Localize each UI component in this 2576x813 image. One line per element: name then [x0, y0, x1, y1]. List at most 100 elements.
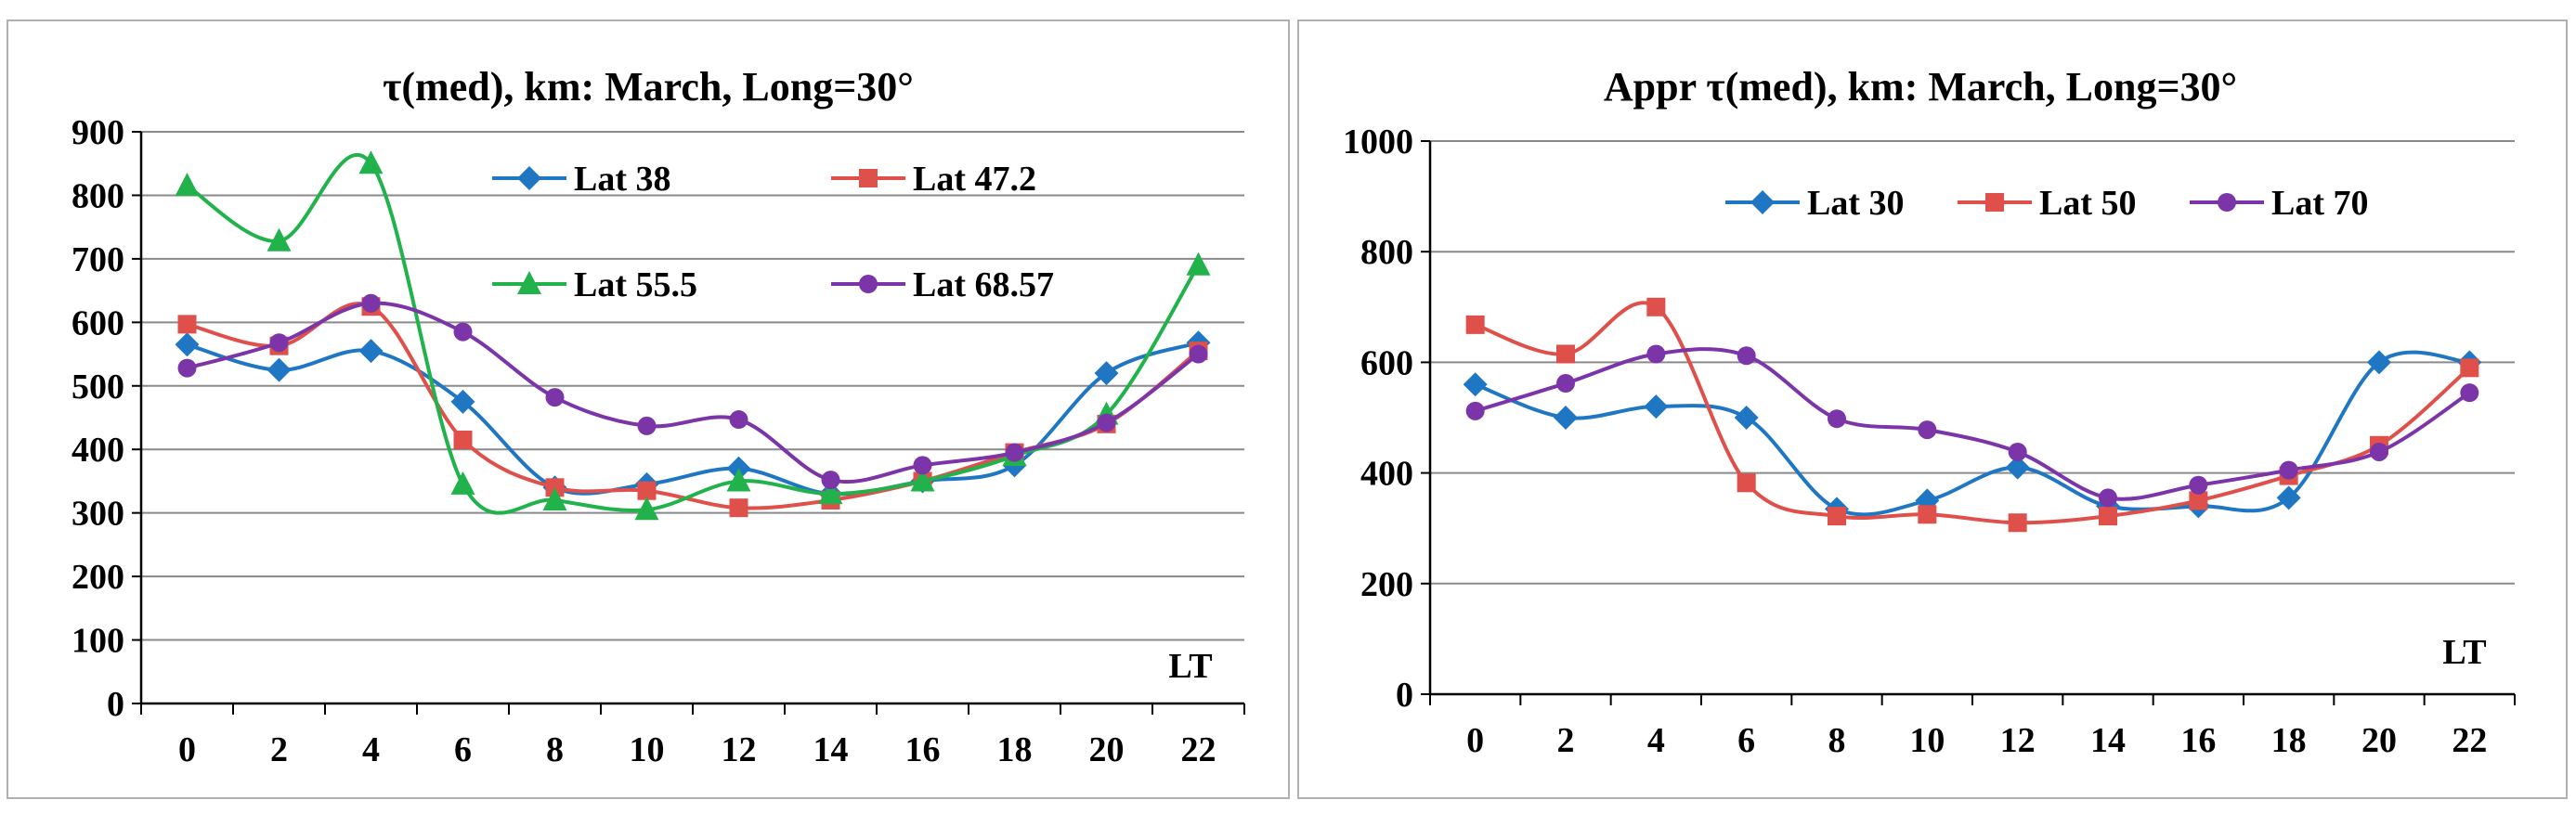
y-tick-label: 900	[72, 113, 124, 152]
y-tick-label: 400	[72, 431, 124, 470]
data-point	[1556, 344, 1575, 364]
data-point	[1737, 346, 1756, 366]
x-tick-label: 20	[2361, 721, 2397, 760]
x-tick-label: 4	[1647, 721, 1665, 760]
data-point	[1646, 297, 1666, 316]
data-point	[1734, 406, 1759, 430]
data-point	[2276, 485, 2301, 510]
data-point	[910, 468, 935, 492]
x-tick-label: 8	[1828, 721, 1846, 760]
data-point	[2189, 475, 2208, 495]
legend-marker	[517, 271, 541, 294]
x-tick-label: 14	[2090, 721, 2126, 760]
data-point	[1463, 372, 1488, 397]
chart-appr-tau-med: Appr τ(med), km: March, Long=30° 0200400…	[1297, 19, 2568, 799]
y-tick-label: 600	[72, 303, 124, 342]
data-point	[175, 332, 200, 357]
y-tick-label: 500	[72, 368, 124, 406]
data-point	[1644, 394, 1669, 419]
data-point	[1646, 344, 1666, 364]
x-tick-label: 14	[813, 730, 849, 769]
x-tick-label: 2	[1557, 721, 1575, 760]
x-tick-label: 12	[2000, 721, 2036, 760]
x-tick-label: 22	[2452, 721, 2487, 760]
data-point	[2099, 488, 2117, 508]
data-point	[2099, 507, 2117, 526]
data-point	[1186, 252, 1211, 276]
y-tick-label: 700	[72, 240, 124, 279]
chart-border	[7, 19, 1290, 799]
data-point	[2005, 455, 2030, 480]
data-point	[358, 150, 384, 174]
x-tick-label: 0	[1466, 721, 1484, 760]
data-point	[1918, 505, 1937, 524]
legend-marker	[517, 166, 541, 190]
data-point	[2370, 442, 2388, 461]
data-point	[267, 357, 292, 382]
data-point	[269, 333, 289, 353]
x-tick-label: 2	[270, 730, 288, 769]
data-point	[361, 293, 381, 313]
data-point	[726, 468, 751, 492]
data-point	[450, 389, 475, 414]
data-point	[2279, 460, 2298, 480]
x-tick-label: 4	[362, 730, 380, 769]
data-point	[1097, 413, 1116, 432]
series-line	[1475, 347, 2471, 501]
y-tick-label: 1000	[1343, 123, 1413, 161]
data-point	[729, 410, 748, 430]
x-tick-label: 8	[546, 730, 564, 769]
legend-marker	[859, 169, 878, 187]
y-tick-label: 100	[72, 622, 124, 661]
x-tick-label: 20	[1089, 730, 1125, 769]
x-tick-label: 16	[905, 730, 941, 769]
data-point	[2008, 442, 2027, 461]
data-point	[2008, 513, 2027, 533]
data-point	[450, 471, 475, 495]
x-tick-label: 10	[1909, 721, 1945, 760]
y-tick-label: 600	[1360, 343, 1413, 382]
legend-label: Lat 68.57	[913, 265, 1054, 304]
data-point	[1465, 401, 1485, 420]
data-point	[2460, 358, 2479, 378]
x-tick-label: 18	[997, 730, 1033, 769]
data-point	[1005, 443, 1024, 462]
legend-label: Lat 47.2	[913, 160, 1036, 199]
data-point	[542, 486, 567, 510]
data-point	[358, 339, 384, 364]
data-point	[1737, 473, 1756, 493]
chart-border	[1297, 19, 2568, 799]
x-tick-label: 22	[1181, 730, 1216, 769]
y-tick-label: 800	[1360, 233, 1413, 272]
data-point	[1828, 409, 1846, 429]
series-line	[1475, 301, 2471, 525]
data-point	[1556, 374, 1575, 394]
data-point	[1189, 344, 1208, 364]
y-tick-label: 400	[1360, 455, 1413, 494]
data-point	[453, 430, 473, 449]
data-point	[2189, 491, 2208, 510]
data-point	[545, 388, 565, 407]
x-tick-label: 16	[2180, 721, 2216, 760]
data-point	[637, 481, 657, 500]
data-point	[177, 358, 197, 378]
x-tick-label: 6	[454, 730, 472, 769]
y-tick-label: 0	[1396, 676, 1413, 715]
data-point	[267, 227, 292, 252]
legend-label: Lat 30	[1807, 184, 1905, 223]
y-tick-label: 800	[72, 176, 124, 215]
data-point	[2367, 350, 2391, 375]
data-point	[1554, 406, 1578, 430]
data-point	[2460, 383, 2479, 403]
data-point	[821, 471, 840, 490]
x-tick-label: 6	[1737, 721, 1755, 760]
data-point	[818, 481, 843, 505]
chart-title: τ(med), km: March, Long=30°	[383, 64, 914, 110]
x-tick-label: 10	[630, 730, 665, 769]
legend-label: Lat 55.5	[574, 265, 697, 304]
legend-marker	[1985, 193, 2004, 212]
x-tick-label: 18	[2271, 721, 2307, 760]
data-point	[1465, 315, 1485, 334]
x-axis-label: LT	[2442, 633, 2486, 672]
